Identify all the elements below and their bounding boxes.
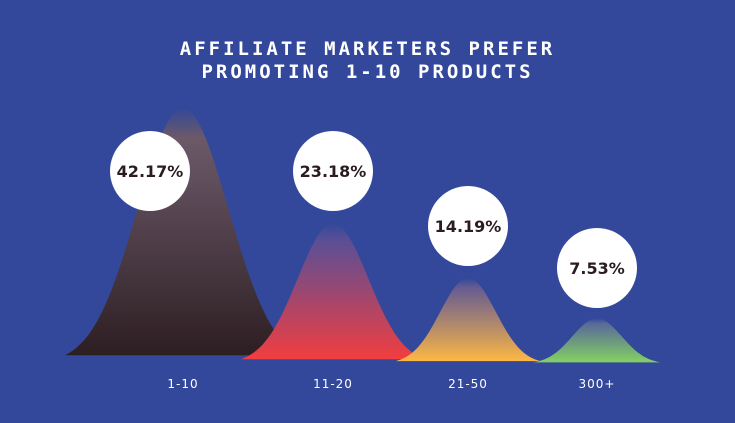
value-bubble-21-50: [428, 186, 508, 266]
value-label-21-50: 14.19%: [435, 217, 502, 236]
value-bubble-11-20: [293, 131, 373, 211]
chart-title-line-2: PROMOTING 1-10 PRODUCTS: [201, 61, 534, 83]
chart-title-line-1: AFFILIATE MARKETERS PREFER: [179, 38, 556, 60]
x-tick-label-1-10: 1-10: [167, 377, 198, 391]
value-bubble-300+: [557, 228, 637, 308]
peak-11-20: [241, 223, 425, 360]
x-tick-label-21-50: 21-50: [448, 377, 488, 391]
value-label-1-10: 42.17%: [117, 162, 184, 181]
peak-1-10: [65, 108, 301, 356]
x-tick-label-11-20: 11-20: [313, 377, 353, 391]
x-tick-label-300+: 300+: [579, 377, 616, 391]
peak-300+: [533, 318, 661, 363]
value-label-300+: 7.53%: [569, 259, 625, 278]
value-bubble-1-10: [110, 131, 190, 211]
peak-21-50: [396, 277, 540, 362]
value-label-11-20: 23.18%: [300, 162, 367, 181]
